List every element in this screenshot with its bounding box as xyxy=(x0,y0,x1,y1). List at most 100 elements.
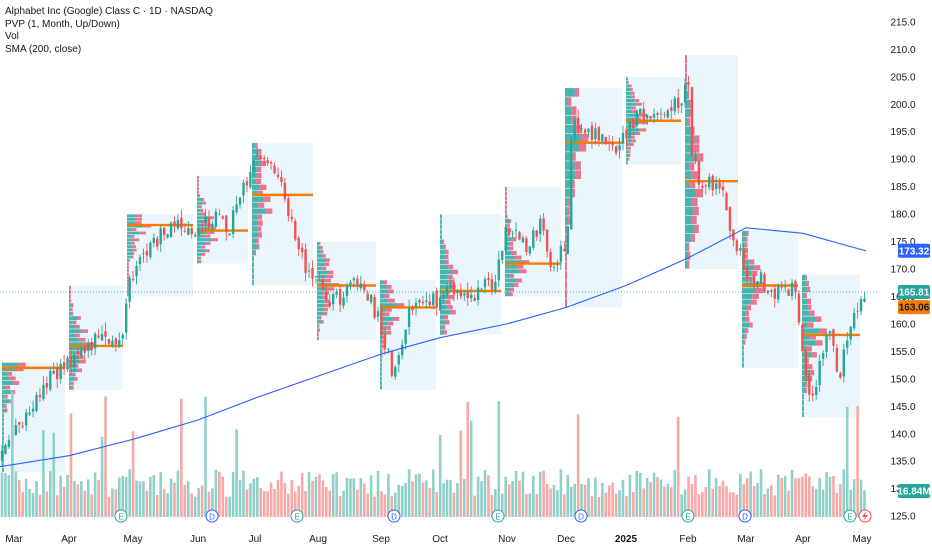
lightning-glyph xyxy=(862,511,868,521)
earnings-marker[interactable] xyxy=(843,509,857,523)
volume-bar xyxy=(252,478,256,517)
volume-profile-up-row xyxy=(380,362,381,367)
volume-bar xyxy=(645,477,649,517)
symbol-title[interactable]: Alphabet Inc (Google) Class C · 1D · NAS… xyxy=(5,6,213,17)
volume-bar xyxy=(283,483,287,517)
volume-bar xyxy=(269,482,273,517)
volume-bar xyxy=(242,470,245,517)
volume-profile-up-row xyxy=(742,293,753,299)
volume-profile-down-row xyxy=(257,244,260,250)
candle-body xyxy=(335,291,338,295)
volume-bar xyxy=(66,474,69,517)
candle-body xyxy=(804,349,808,378)
volume-profile-up-row xyxy=(127,231,140,235)
candle-body xyxy=(632,119,635,129)
volume-profile-up-row xyxy=(565,216,569,225)
candle-body xyxy=(852,312,856,329)
volume-profile-up-row xyxy=(252,238,256,244)
earnings-marker[interactable] xyxy=(491,509,505,523)
volume-profile-up-row xyxy=(440,214,442,219)
volume-profile-down-row xyxy=(448,264,454,270)
volume-bar xyxy=(614,493,618,517)
candle-body xyxy=(394,367,397,377)
candle-body xyxy=(742,248,745,269)
volume-profile-down-row xyxy=(2,431,4,436)
candle-body xyxy=(532,230,535,248)
volume-profile-down-row xyxy=(128,262,129,266)
candle-body xyxy=(263,157,266,160)
volume-bar xyxy=(325,486,328,517)
volume-profile-up-row xyxy=(802,310,810,316)
volume-profile-up-row xyxy=(742,310,746,317)
volume-profile-down-row xyxy=(807,322,814,328)
volume-profile-down-row xyxy=(74,333,80,338)
candle-body xyxy=(332,293,335,305)
candle-body xyxy=(777,285,780,300)
volume-profile-down-row xyxy=(627,77,628,81)
candle-body xyxy=(242,182,245,196)
volume-profile-down-row xyxy=(205,241,211,245)
volume-profile-up-row xyxy=(252,202,259,208)
volume-profile-up-row xyxy=(802,328,820,334)
volume-profile-down-row xyxy=(258,202,265,208)
volume-profile-down-row xyxy=(516,278,523,283)
volume-bar xyxy=(704,487,708,517)
volume-profile-up-row xyxy=(565,197,568,207)
volume-bar xyxy=(135,480,138,517)
pvp-indicator-label[interactable]: PVP (1, Month, Up/Down) xyxy=(5,18,120,30)
candle-body xyxy=(180,217,183,229)
volume-profile-up-row xyxy=(440,279,449,285)
volume-profile-up-row xyxy=(626,128,640,132)
volume-profile-up-row xyxy=(505,218,510,223)
earnings-marker[interactable] xyxy=(290,509,304,523)
event-marker-label: E xyxy=(847,513,852,522)
volume-profile-up-row xyxy=(317,262,325,266)
candle-body xyxy=(214,211,218,227)
volume-profile-down-row xyxy=(445,320,450,325)
dividend-marker[interactable] xyxy=(738,509,752,523)
candle-body xyxy=(797,293,801,323)
sma-indicator-label[interactable]: SMA (200, close) xyxy=(5,43,82,55)
volume-bar xyxy=(93,472,97,517)
volume-indicator-label[interactable]: Vol xyxy=(5,31,19,42)
candle-body xyxy=(414,303,418,307)
volume-profile-up-row xyxy=(565,97,568,106)
price-tick-label: 210.0 xyxy=(890,45,915,56)
volume-profile-down-row xyxy=(320,250,324,254)
volume-bar xyxy=(73,480,76,517)
dividend-marker[interactable] xyxy=(387,509,401,523)
volume-bar xyxy=(532,475,535,517)
earnings-marker[interactable] xyxy=(681,509,695,523)
volume-profile-down-row xyxy=(198,256,202,260)
volume-bar xyxy=(235,429,238,517)
volume-bar xyxy=(845,406,849,517)
dividend-marker[interactable] xyxy=(205,509,219,523)
volume-bar xyxy=(45,491,49,517)
volume-profile-up-row xyxy=(505,237,512,242)
volume-profile-down-row xyxy=(322,254,326,258)
volume-profile-up-row xyxy=(317,303,325,308)
volume-profile-up-row xyxy=(626,80,628,84)
volume-bar xyxy=(770,485,773,517)
volume-profile-down-row xyxy=(509,292,513,297)
volume-value-badge: 16.84M xyxy=(897,487,930,498)
price-tick-label: 215.0 xyxy=(890,17,915,28)
volume-profile-up-row xyxy=(626,91,632,95)
volume-bar xyxy=(431,469,435,517)
volume-profile-up-row xyxy=(685,144,694,153)
dividend-marker[interactable] xyxy=(574,509,588,523)
volume-profile-up-row xyxy=(317,307,324,312)
volume-profile-up-row xyxy=(127,286,128,290)
volume-profile-up-row xyxy=(565,261,567,271)
candle-body xyxy=(756,281,759,285)
earnings-marker[interactable] xyxy=(114,509,128,523)
volume-bar xyxy=(804,473,808,517)
candle-body xyxy=(570,139,573,230)
volume-bar xyxy=(111,488,114,517)
volume-profile-down-row xyxy=(630,135,635,139)
candle-body xyxy=(7,440,11,447)
volume-profile-down-row xyxy=(809,334,816,340)
volume-profile-up-row xyxy=(317,258,326,262)
